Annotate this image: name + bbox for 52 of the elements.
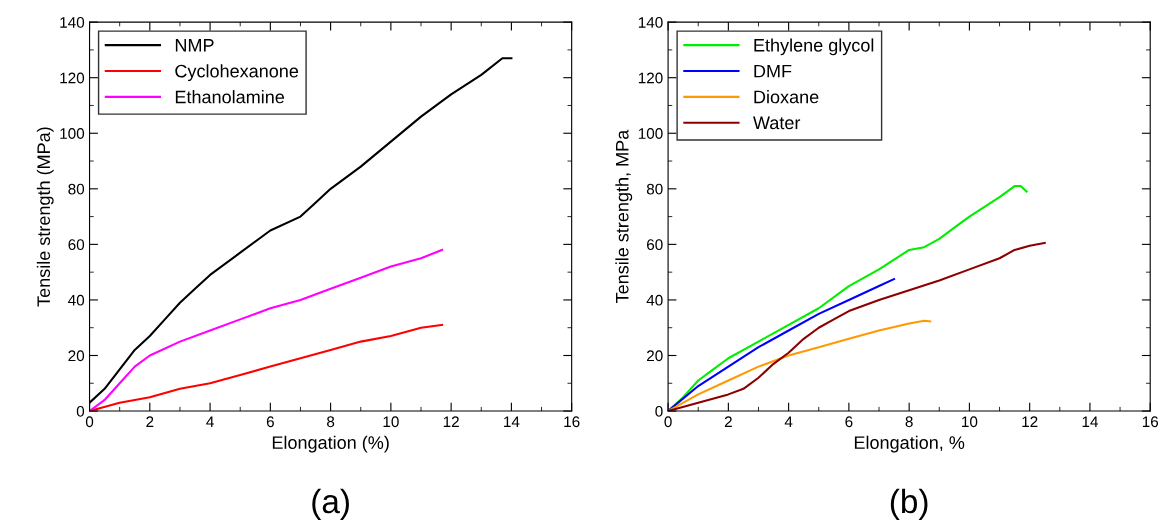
x-tick-label: 14 xyxy=(504,416,520,427)
x-tick-label: 4 xyxy=(784,416,793,427)
line-series xyxy=(668,241,1046,412)
x-tick-label: 10 xyxy=(962,416,978,428)
text: (b) xyxy=(890,488,928,520)
x-tick-label: 2 xyxy=(146,416,154,427)
x-tick-label: 10 xyxy=(383,416,399,428)
x-tick-label: 12 xyxy=(443,416,459,427)
x-tick-label: 6 xyxy=(845,416,853,428)
y-tick-label: 20 xyxy=(68,350,85,362)
x-axis-title: Elongation, % xyxy=(854,435,965,453)
text: (a) xyxy=(312,488,349,520)
y-tick-label: 60 xyxy=(68,239,85,251)
y-tick-label: 120 xyxy=(638,72,663,84)
line-series xyxy=(668,185,1028,412)
legend-label: Cyclohexanone xyxy=(175,64,299,82)
x-tick-label: 2 xyxy=(724,416,732,427)
x-tick-label: 6 xyxy=(266,416,274,428)
x-tick-label: 0 xyxy=(85,416,94,428)
legend-label: NMP xyxy=(175,39,214,52)
legend-label: Dioxane xyxy=(754,90,819,104)
x-tick-label: 16 xyxy=(564,416,580,428)
y-tick-label: 100 xyxy=(60,128,85,139)
line-series xyxy=(89,248,444,412)
y-tick-label: 140 xyxy=(638,17,663,28)
y-tick-label: 80 xyxy=(68,183,85,195)
x-tick-label: 4 xyxy=(206,416,214,427)
x-tick-label: 8 xyxy=(327,416,335,428)
y-tick-label: 20 xyxy=(647,350,663,362)
x-tick-label: 16 xyxy=(1142,416,1159,428)
legend-label: Ethylene glycol xyxy=(754,38,874,56)
y-tick-label: 0 xyxy=(655,405,663,417)
y-axis-title: Tensile strength (MPa) xyxy=(36,127,54,307)
legend-label: DMF xyxy=(754,64,792,78)
line-series xyxy=(668,319,932,412)
x-tick-label: 8 xyxy=(905,416,913,428)
y-tick-label: 100 xyxy=(638,128,663,139)
line-series xyxy=(668,278,896,412)
legend-label: Ethanolamine xyxy=(175,90,285,104)
y-tick-label: 60 xyxy=(647,239,663,251)
y-tick-label: 140 xyxy=(60,17,85,28)
y-tick-label: 40 xyxy=(68,294,85,306)
x-tick-label: 0 xyxy=(664,416,672,428)
y-axis-title: Tensile strength, MPa xyxy=(615,129,633,303)
x-axis-title: Elongation (%) xyxy=(272,435,389,453)
y-tick-label: 80 xyxy=(646,183,663,195)
legend-label: Water xyxy=(753,116,801,130)
y-tick-label: 40 xyxy=(646,294,663,306)
x-tick-label: 14 xyxy=(1082,416,1098,427)
x-tick-label: 12 xyxy=(1022,416,1038,427)
y-tick-label: 120 xyxy=(60,72,85,84)
y-tick-label: 0 xyxy=(76,405,85,417)
